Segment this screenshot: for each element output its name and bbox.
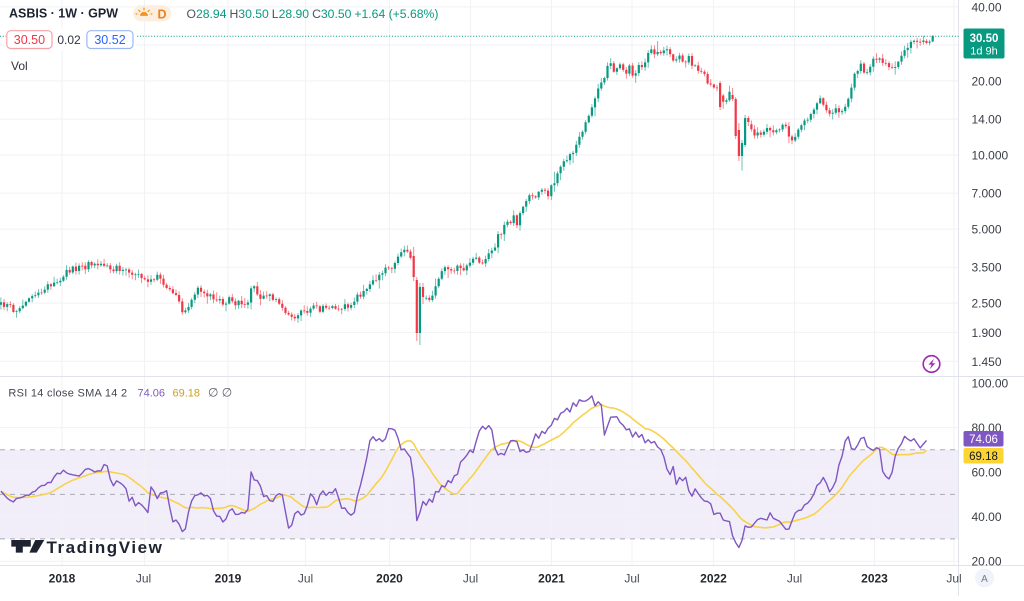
svg-text:2022: 2022 xyxy=(700,572,727,586)
svg-text:74.06: 74.06 xyxy=(138,387,166,399)
svg-text:20.00: 20.00 xyxy=(972,74,1002,88)
svg-text:1.450: 1.450 xyxy=(972,355,1002,369)
svg-text:Vol: Vol xyxy=(11,59,28,73)
svg-text:10.000: 10.000 xyxy=(972,149,1009,163)
svg-text:Jul: Jul xyxy=(787,572,802,586)
svg-text:2020: 2020 xyxy=(376,572,403,586)
svg-text:2018: 2018 xyxy=(49,572,76,586)
svg-text:A: A xyxy=(981,574,988,585)
svg-text:74.06: 74.06 xyxy=(969,434,998,446)
svg-text:2023: 2023 xyxy=(861,572,888,586)
svg-text:Jul: Jul xyxy=(946,572,961,586)
svg-text:30.50: 30.50 xyxy=(970,33,999,45)
svg-text:40.00: 40.00 xyxy=(972,510,1002,524)
svg-text:2021: 2021 xyxy=(538,572,565,586)
svg-text:Jul: Jul xyxy=(463,572,478,586)
svg-text:2019: 2019 xyxy=(215,572,242,586)
svg-text:Jul: Jul xyxy=(624,572,639,586)
svg-text:Jul: Jul xyxy=(298,572,313,586)
svg-text:D: D xyxy=(158,7,167,21)
svg-text:3.500: 3.500 xyxy=(972,261,1002,275)
svg-text:2.500: 2.500 xyxy=(972,297,1002,311)
svg-text:30.52: 30.52 xyxy=(94,33,125,47)
svg-text:30.50: 30.50 xyxy=(14,33,45,47)
svg-text:1d 9h: 1d 9h xyxy=(970,46,998,58)
svg-text:7.000: 7.000 xyxy=(972,187,1002,201)
svg-text:100.00: 100.00 xyxy=(972,377,1009,391)
svg-text:1.900: 1.900 xyxy=(972,326,1002,340)
svg-text:TradingView: TradingView xyxy=(47,538,164,557)
svg-text:20.00: 20.00 xyxy=(972,555,1002,569)
svg-text:14.00: 14.00 xyxy=(972,113,1002,127)
svg-text:5.000: 5.000 xyxy=(972,223,1002,237)
svg-text:∅ ∅: ∅ ∅ xyxy=(208,386,232,400)
svg-text:Jul: Jul xyxy=(136,572,151,586)
svg-text:60.00: 60.00 xyxy=(972,466,1002,480)
svg-text:RSI 14 close SMA 14 2: RSI 14 close SMA 14 2 xyxy=(8,387,127,399)
svg-text:0.02: 0.02 xyxy=(57,33,81,47)
svg-text:69.18: 69.18 xyxy=(969,451,998,463)
svg-text:40.00: 40.00 xyxy=(972,0,1002,14)
svg-text:69.18: 69.18 xyxy=(173,387,201,399)
svg-text:ASBIS · 1W · GPW: ASBIS · 1W · GPW xyxy=(9,7,118,21)
